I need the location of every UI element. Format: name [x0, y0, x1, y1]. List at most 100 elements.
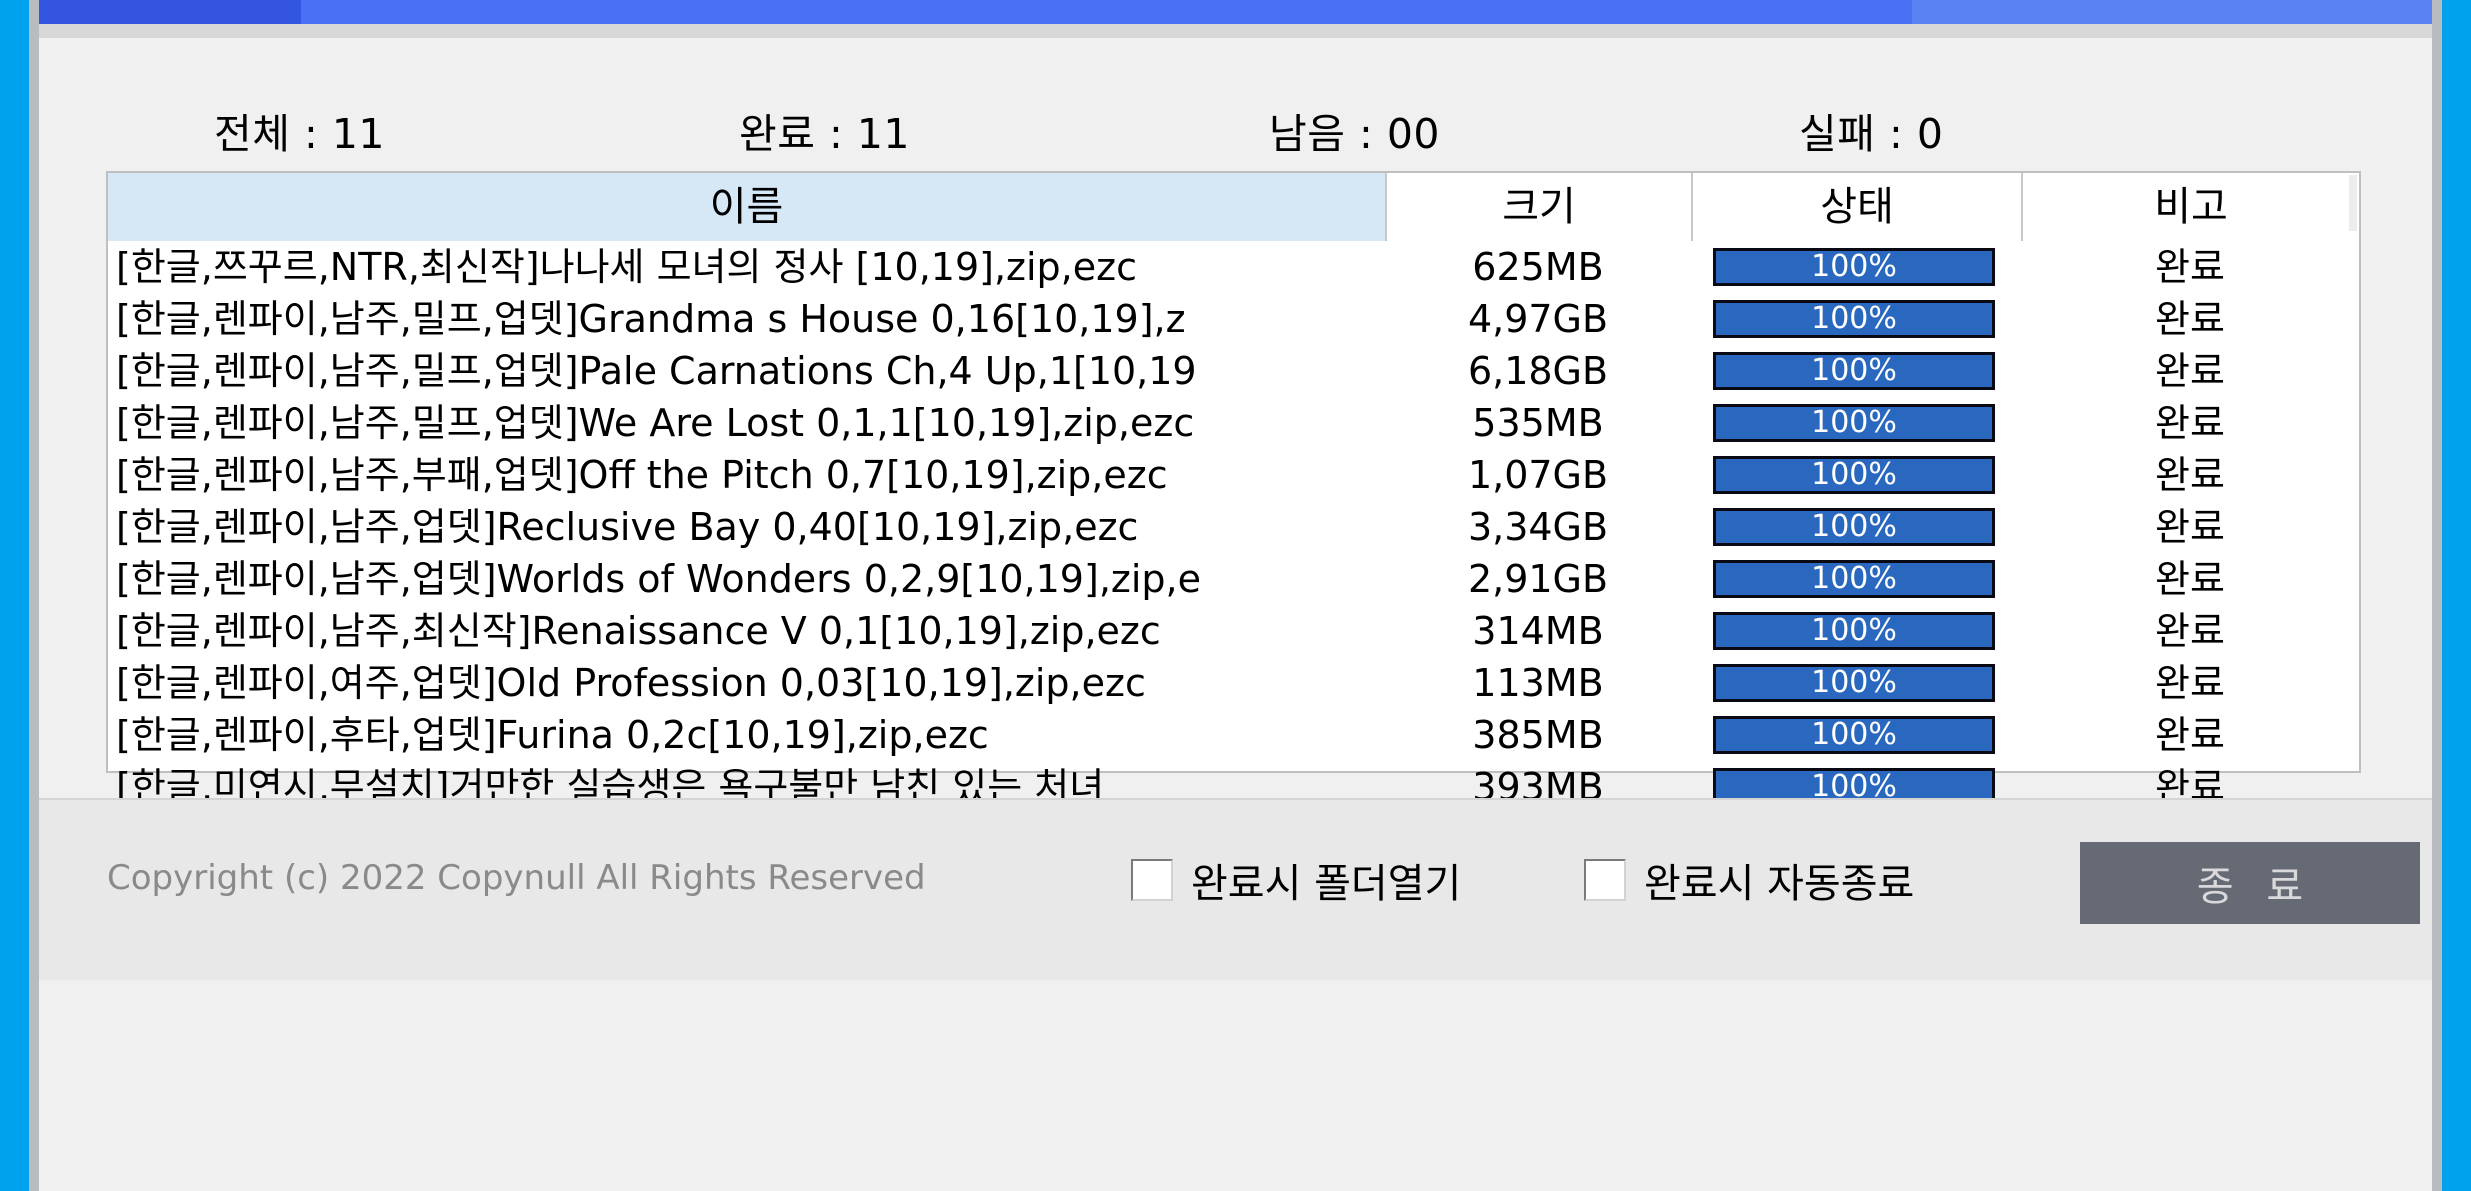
checkbox-open-folder-on-complete[interactable]: 완료시 폴더열기 — [1131, 852, 1461, 908]
table-row[interactable]: [한글,렌파이,여주,업뎃]Old Profession 0,03[10,19]… — [108, 657, 2359, 709]
row-progress-fill — [1716, 563, 1992, 595]
row-progress-label: 100% — [1811, 509, 1897, 544]
cell-file-size: 113MB — [1472, 661, 1604, 705]
overall-progress-bar — [39, 0, 2432, 24]
row-progress-label: 100% — [1811, 353, 1897, 388]
checkbox-label: 완료시 폴더열기 — [1191, 861, 1462, 907]
cell-note: 완료 — [2155, 245, 2225, 289]
cell-file-name: [한글,렌파이,남주,업뎃]Worlds of Wonders 0,2,9[10… — [116, 557, 1201, 601]
cell-status: 100% — [1691, 345, 2021, 397]
stat-completed: 완료 : 11 — [739, 110, 910, 158]
cell-note: 완료 — [2155, 661, 2225, 705]
checkbox-label: 완료시 자동종료 — [1644, 861, 1915, 907]
cell-file-name: [한글,쯔꾸르,NTR,최신작]나나세 모녀의 정사 [10,19],zip,e… — [116, 245, 1137, 289]
table-row[interactable]: [한글,렌파이,남주,업뎃]Worlds of Wonders 0,2,9[10… — [108, 553, 2359, 605]
list-rows: [한글,쯔꾸르,NTR,최신작]나나세 모녀의 정사 [10,19],zip,e… — [108, 241, 2359, 809]
row-progress-label: 100% — [1811, 769, 1897, 804]
topbar-shadow — [39, 24, 2432, 38]
main-panel: 전체 : 11 완료 : 11 남음 : 00 실패 : 0 이름 크기 상태 … — [39, 38, 2432, 1191]
progress-segment-3 — [1912, 0, 2432, 24]
progress-segment-1 — [39, 0, 301, 24]
row-progress-bar: 100% — [1713, 456, 1995, 494]
table-row[interactable]: [한글,렌파이,남주,밀프,업뎃]Grandma s House 0,16[10… — [108, 293, 2359, 345]
cell-file-name: [한글,렌파이,후타,업뎃]Furina 0,2c[10,19],zip,ezc — [116, 713, 989, 757]
checkbox-box-icon[interactable] — [1131, 859, 1173, 901]
copyright-text: Copyright (c) 2022 Copynull All Rights R… — [107, 858, 926, 898]
row-progress-fill — [1716, 355, 1992, 387]
table-row[interactable]: [한글,렌파이,후타,업뎃]Furina 0,2c[10,19],zip,ezc… — [108, 709, 2359, 761]
cell-note: 완료 — [2155, 713, 2225, 757]
column-header-size[interactable]: 크기 — [1385, 173, 1691, 241]
table-row[interactable]: [한글,쯔꾸르,NTR,최신작]나나세 모녀의 정사 [10,19],zip,e… — [108, 241, 2359, 293]
table-row[interactable]: [한글,렌파이,남주,최신작]Renaissance V 0,1[10,19],… — [108, 605, 2359, 657]
row-progress-fill — [1716, 615, 1992, 647]
row-progress-fill — [1716, 511, 1992, 543]
footer-bar: Copyright (c) 2022 Copynull All Rights R… — [39, 798, 2432, 980]
cell-note: 완료 — [2155, 505, 2225, 549]
row-progress-fill — [1716, 719, 1992, 751]
checkbox-auto-exit-on-complete[interactable]: 완료시 자동종료 — [1584, 852, 1914, 908]
cell-status: 100% — [1691, 605, 2021, 657]
cell-note: 완료 — [2155, 401, 2225, 445]
cell-file-size: 4,97GB — [1467, 297, 1609, 341]
column-header-status[interactable]: 상태 — [1691, 173, 2021, 241]
cell-file-size: 625MB — [1472, 245, 1604, 289]
cell-file-name: [한글,렌파이,남주,밀프,업뎃]Grandma s House 0,16[10… — [116, 297, 1186, 341]
list-scrollbar[interactable] — [2347, 173, 2359, 771]
row-progress-fill — [1716, 667, 1992, 699]
list-header-row: 이름 크기 상태 비고 — [108, 173, 2359, 241]
row-progress-label: 100% — [1811, 717, 1897, 752]
row-progress-bar: 100% — [1713, 352, 1995, 390]
left-accent-strip — [0, 0, 29, 1191]
table-row[interactable]: [한글,렌파이,남주,밀프,업뎃]Pale Carnations Ch,4 Up… — [108, 345, 2359, 397]
exit-button[interactable]: 종 료 — [2080, 842, 2420, 924]
cell-note: 완료 — [2155, 453, 2225, 497]
cell-status: 100% — [1691, 397, 2021, 449]
cell-status: 100% — [1691, 501, 2021, 553]
list-scrollbar-thumb[interactable] — [2349, 175, 2357, 231]
row-progress-label: 100% — [1811, 665, 1897, 700]
row-progress-fill — [1716, 251, 1992, 283]
progress-segment-2 — [301, 0, 1912, 24]
row-progress-label: 100% — [1811, 561, 1897, 596]
row-progress-bar: 100% — [1713, 300, 1995, 338]
cell-file-size: 6,18GB — [1467, 349, 1609, 393]
left-inner-border — [29, 0, 39, 1191]
row-progress-label: 100% — [1811, 405, 1897, 440]
cell-file-size: 3,34GB — [1467, 505, 1609, 549]
row-progress-fill — [1716, 459, 1992, 491]
cell-note: 완료 — [2155, 297, 2225, 341]
right-inner-border — [2432, 0, 2442, 1191]
cell-status: 100% — [1691, 657, 2021, 709]
row-progress-bar: 100% — [1713, 508, 1995, 546]
cell-status: 100% — [1691, 553, 2021, 605]
table-row[interactable]: [한글,렌파이,남주,업뎃]Reclusive Bay 0,40[10,19],… — [108, 501, 2359, 553]
row-progress-label: 100% — [1811, 249, 1897, 284]
cell-file-size: 2,91GB — [1467, 557, 1609, 601]
cell-note: 완료 — [2155, 609, 2225, 653]
cell-file-size: 385MB — [1472, 713, 1604, 757]
row-progress-bar: 100% — [1713, 404, 1995, 442]
cell-note: 완료 — [2155, 349, 2225, 393]
row-progress-label: 100% — [1811, 301, 1897, 336]
row-progress-label: 100% — [1811, 613, 1897, 648]
cell-note: 완료 — [2155, 557, 2225, 601]
right-accent-strip — [2442, 0, 2471, 1191]
table-row[interactable]: [한글,렌파이,남주,밀프,업뎃]We Are Lost 0,1,1[10,19… — [108, 397, 2359, 449]
cell-file-name: [한글,렌파이,남주,업뎃]Reclusive Bay 0,40[10,19],… — [116, 505, 1139, 549]
cell-file-size: 535MB — [1472, 401, 1604, 445]
cell-file-size: 314MB — [1472, 609, 1604, 653]
row-progress-bar: 100% — [1713, 560, 1995, 598]
cell-file-name: [한글,렌파이,남주,밀프,업뎃]We Are Lost 0,1,1[10,19… — [116, 401, 1195, 445]
stats-summary: 전체 : 11 완료 : 11 남음 : 00 실패 : 0 — [39, 100, 2432, 160]
cell-file-name: [한글,렌파이,남주,부패,업뎃]Off the Pitch 0,7[10,19… — [116, 453, 1168, 497]
row-progress-bar: 100% — [1713, 664, 1995, 702]
table-row[interactable]: [한글,렌파이,남주,부패,업뎃]Off the Pitch 0,7[10,19… — [108, 449, 2359, 501]
checkbox-box-icon[interactable] — [1584, 859, 1626, 901]
column-header-name[interactable]: 이름 — [108, 173, 1385, 241]
column-header-note[interactable]: 비고 — [2021, 173, 2359, 241]
row-progress-bar: 100% — [1713, 248, 1995, 286]
stat-total: 전체 : 11 — [214, 110, 385, 158]
row-progress-label: 100% — [1811, 457, 1897, 492]
download-list[interactable]: 이름 크기 상태 비고 [한글,쯔꾸르,NTR,최신작]나나세 모녀의 정사 [… — [106, 171, 2361, 809]
